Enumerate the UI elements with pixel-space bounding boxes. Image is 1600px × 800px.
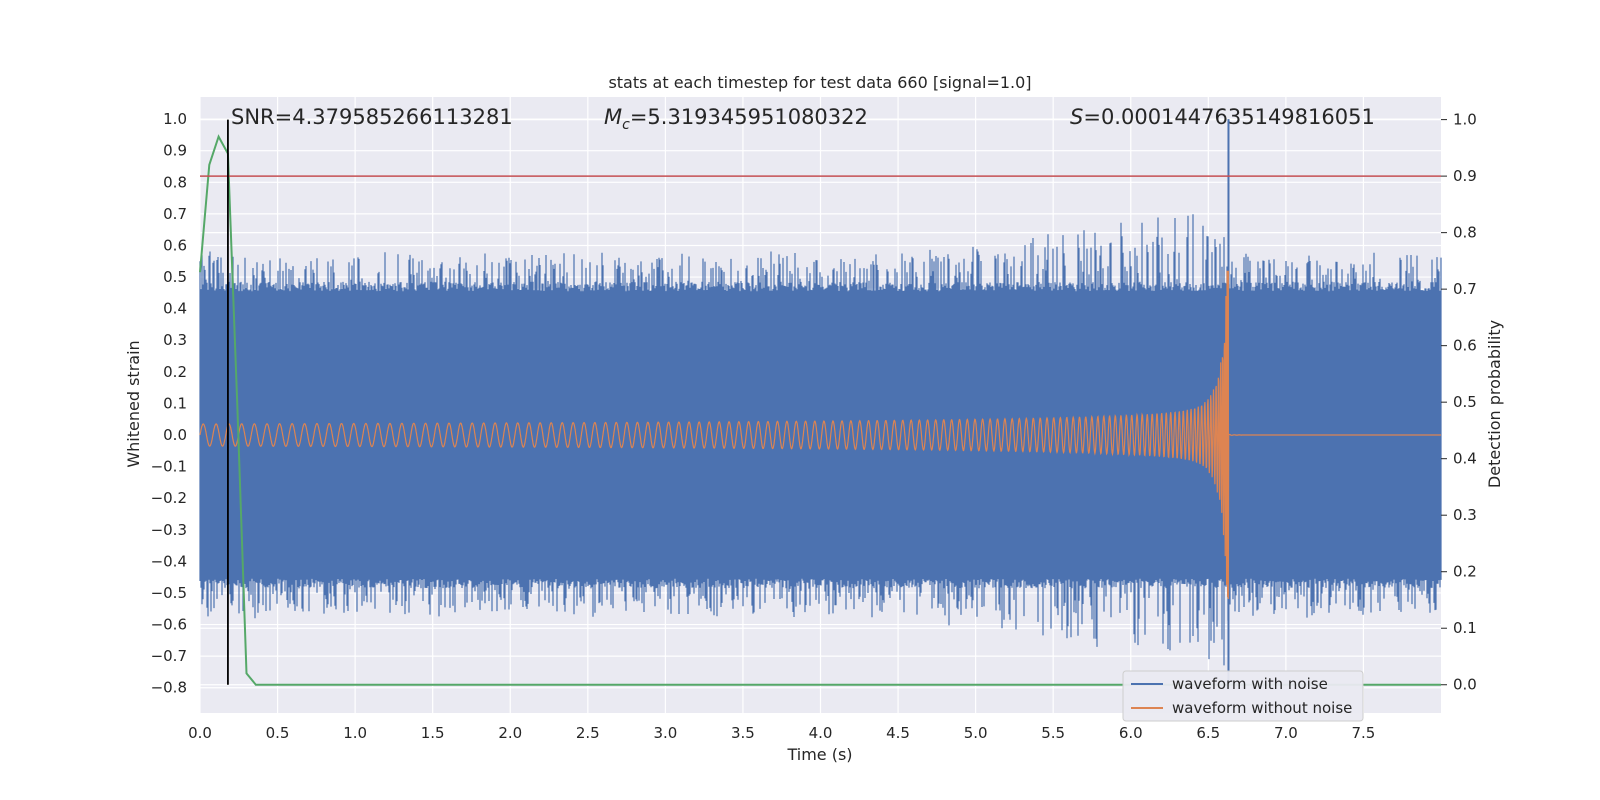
- y-left-tick-label: 1.0: [163, 110, 187, 128]
- legend-label-noise: waveform with noise: [1172, 675, 1328, 693]
- y-left-tick-label: 0.4: [163, 300, 187, 318]
- y-left-tick-label: −0.7: [151, 647, 187, 665]
- s-value: =0.00014476351498160​51: [1083, 105, 1375, 129]
- clean-waveform: [199, 281, 1441, 600]
- y-left-tick-label: −0.6: [151, 616, 187, 634]
- probability-series: [199, 134, 1441, 686]
- s-annotation: S=0.00014476351498160​51: [1070, 105, 1375, 129]
- y-right-tick-label: 0.7: [1453, 280, 1477, 298]
- y-left-tick-label: −0.1: [151, 458, 187, 476]
- y-right-tick-label: 0.5: [1453, 393, 1477, 411]
- mc-value: =5.319345951080322: [630, 105, 868, 129]
- mc-symbol: M: [604, 105, 622, 129]
- snr-annotation: SNR=4.379585266113281: [231, 105, 513, 129]
- clean-series: [199, 270, 1441, 600]
- y-right-tick-label: 0.0: [1453, 676, 1477, 694]
- x-tick-label: 3.0: [653, 724, 677, 742]
- y-left-tick-label: −0.2: [151, 489, 187, 507]
- y-right-tick-label: 0.1: [1453, 619, 1477, 637]
- y-left-tick-label: −0.4: [151, 552, 187, 570]
- x-tick-label: 4.0: [809, 724, 833, 742]
- y-right-tick-label: 1.0: [1453, 111, 1477, 129]
- x-tick-label: 3.5: [731, 724, 755, 742]
- mc-annotation: Mc=5.319345951080322: [604, 105, 868, 133]
- x-tick-label: 0.5: [266, 724, 290, 742]
- y-left-tick-label: 0.2: [163, 363, 187, 381]
- y-right-tick-label: 0.9: [1453, 167, 1477, 185]
- y-right-tick-label: 0.2: [1453, 563, 1477, 581]
- x-tick-label: 0.0: [188, 724, 212, 742]
- y-left-tick-label: 0.0: [163, 426, 187, 444]
- legend: waveform with noise waveform without noi…: [1122, 670, 1364, 722]
- x-tick-label: 1.0: [343, 724, 367, 742]
- markers: [200, 119, 1441, 685]
- y-left-tick-label: −0.5: [151, 584, 187, 602]
- x-tick-label: 7.5: [1352, 724, 1376, 742]
- y-left-tick-label: 0.7: [163, 205, 187, 223]
- y-right-tick-label: 0.4: [1453, 450, 1477, 468]
- s-symbol: S: [1070, 105, 1083, 129]
- mc-subscript: c: [622, 117, 630, 133]
- x-tick-label: 2.0: [498, 724, 522, 742]
- x-tick-label: 6.0: [1119, 724, 1143, 742]
- legend-box: [1122, 670, 1364, 722]
- y-left-tick-label: 0.1: [163, 394, 187, 412]
- y-left-tick-label: −0.3: [151, 521, 187, 539]
- y-right-tick-label: 0.8: [1453, 224, 1477, 242]
- y-right-axis-label: Detection probability: [1485, 320, 1504, 488]
- x-tick-label: 6.5: [1196, 724, 1220, 742]
- x-tick-label: 2.5: [576, 724, 600, 742]
- y-left-axis-label: Whitened strain: [124, 340, 143, 467]
- chart-title: stats at each timestep for test data 660…: [608, 73, 1031, 92]
- x-tick-label: 5.0: [964, 724, 988, 742]
- y-left-tick-label: 0.8: [163, 173, 187, 191]
- y-right-tick-label: 0.3: [1453, 506, 1477, 524]
- legend-label-clean: waveform without noise: [1172, 699, 1352, 717]
- x-tick-label: 5.5: [1041, 724, 1065, 742]
- y-left-tick-label: 0.6: [163, 236, 187, 254]
- y-left-tick-label: 0.5: [163, 268, 187, 286]
- x-tick-label: 1.5: [421, 724, 445, 742]
- y-left-ticks: 1.0 0.9 0.8 0.7 0.6 0.5 0.4 0.3 0.2 0.1 0.0 −0.1 −0.…: [151, 110, 187, 697]
- y-left-tick-label: 0.9: [163, 142, 187, 160]
- y-left-tick-label: −0.8: [151, 679, 187, 697]
- y-right-tick-label: 0.6: [1453, 337, 1477, 355]
- y-right-ticks: 1.0 0.9 0.8 0.7 0.6 0.5 0.4 0.3 0.2 0.1 0.0: [1441, 111, 1477, 694]
- x-ticks: 0.0 0.5 1.0 1.5 2.0 2.5 3.0 3.5 4.0 4.5 5.0 5.5 6.0 6…: [188, 724, 1375, 742]
- x-axis-label: Time (s): [786, 745, 852, 764]
- y-left-tick-label: 0.3: [163, 331, 187, 349]
- probability-line: [199, 134, 1441, 686]
- x-tick-label: 7.0: [1274, 724, 1298, 742]
- x-tick-label: 4.5: [886, 724, 910, 742]
